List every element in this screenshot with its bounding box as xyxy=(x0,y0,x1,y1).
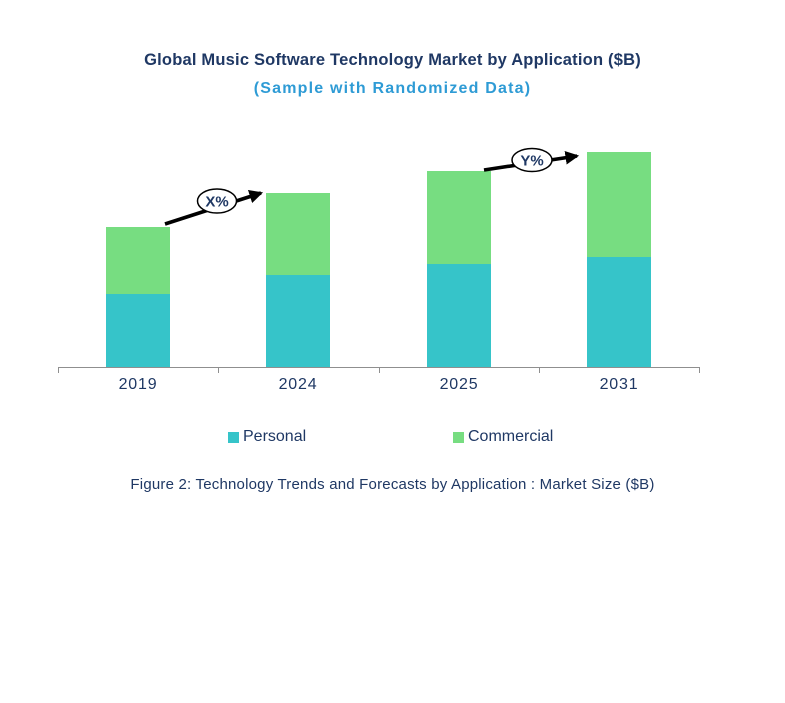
x-axis-tick xyxy=(58,367,59,373)
x-axis-tick xyxy=(379,367,380,373)
bar-segment-personal-2025 xyxy=(427,264,491,367)
chart-title: Global Music Software Technology Market … xyxy=(144,51,641,69)
x-axis-label-2019: 2019 xyxy=(118,376,158,393)
bar-segment-commercial-2024 xyxy=(266,193,330,275)
legend-label-commercial: Commercial xyxy=(468,428,554,445)
legend-item-personal: Personal xyxy=(228,428,307,445)
bar-2024 xyxy=(266,193,330,367)
growth-ellipse-x xyxy=(196,188,238,214)
chart-subtitle: (Sample with Randomized Data) xyxy=(253,80,532,97)
x-axis-label-2024: 2024 xyxy=(278,376,318,393)
x-axis-label-2031: 2031 xyxy=(599,376,639,393)
growth-ellipse-y xyxy=(511,147,553,173)
growth-label-x: X% xyxy=(205,194,228,211)
legend-item-commercial: Commercial xyxy=(453,428,554,445)
figure-caption: Figure 2: Technology Trends and Forecast… xyxy=(130,476,655,493)
x-axis-tick xyxy=(699,367,700,373)
bar-segment-personal-2024 xyxy=(266,275,330,367)
bar-2019 xyxy=(106,227,170,367)
growth-arrow-x xyxy=(164,190,264,226)
bar-segment-personal-2031 xyxy=(587,257,651,367)
bar-segment-commercial-2019 xyxy=(106,227,170,294)
growth-label-y: Y% xyxy=(520,153,543,170)
legend-swatch-personal xyxy=(228,431,239,443)
x-axis-tick xyxy=(218,367,219,373)
bar-2031 xyxy=(587,152,651,367)
bar-segment-commercial-2031 xyxy=(587,152,651,257)
x-axis-tick xyxy=(539,367,540,373)
bar-segment-personal-2019 xyxy=(106,294,170,367)
growth-annotation-x: X% xyxy=(164,188,264,226)
bar-2025 xyxy=(427,171,491,367)
growth-arrow-y xyxy=(483,150,580,172)
legend-label-personal: Personal xyxy=(243,428,307,445)
growth-annotation-y: Y% xyxy=(483,147,580,173)
bar-segment-commercial-2025 xyxy=(427,171,491,264)
legend-swatch-commercial xyxy=(453,431,464,443)
x-axis-label-2025: 2025 xyxy=(439,376,479,393)
